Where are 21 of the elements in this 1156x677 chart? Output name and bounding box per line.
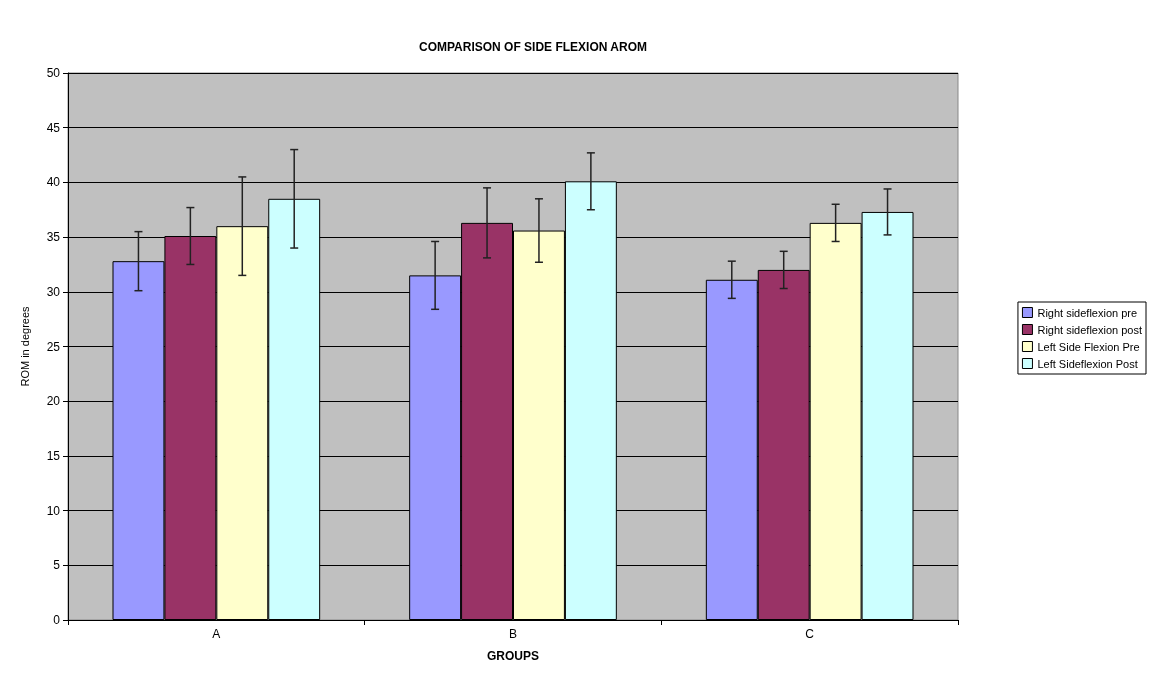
chart-title: COMPARISON OF SIDE FLEXION AROM: [418, 40, 648, 54]
x-axis-title: GROUPS: [486, 649, 540, 663]
x-tick-label: C: [805, 627, 815, 641]
y-tick-label: 5: [53, 558, 61, 573]
y-tick-label: 0: [53, 613, 61, 627]
y-tick-label: 45: [46, 120, 61, 135]
y-tick-label: 20: [46, 394, 61, 409]
x-tick-label: B: [508, 627, 518, 641]
y-tick-label: 40: [46, 175, 61, 190]
legend-label: Right sideflexion post: [1037, 323, 1142, 336]
legend-label: Left Side Flexion Pre: [1037, 340, 1140, 353]
y-tick-label: 50: [46, 66, 61, 80]
y-tick-label: 35: [46, 230, 61, 245]
legend-label: Left Sideflexion Post: [1037, 357, 1138, 370]
y-tick-label: 25: [46, 339, 61, 354]
y-axis-title: ROM in degrees: [18, 305, 31, 387]
y-tick-label: 15: [46, 448, 61, 463]
x-tick-label: A: [212, 627, 221, 641]
y-tick-label: 10: [46, 503, 61, 518]
legend-label: Right sideflexion pre: [1037, 306, 1138, 319]
y-tick-label: 30: [46, 284, 61, 299]
